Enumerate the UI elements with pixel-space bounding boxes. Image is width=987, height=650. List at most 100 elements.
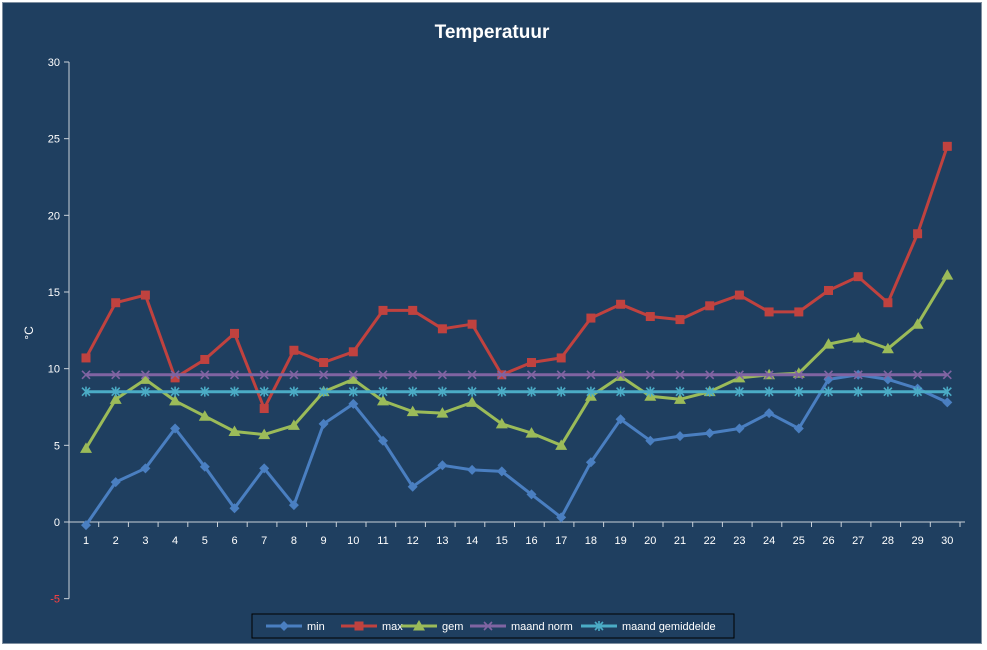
y-axis-label: °C <box>22 326 36 340</box>
data-point <box>466 396 479 407</box>
y-tick-label: 25 <box>48 134 60 146</box>
data-point <box>942 397 953 408</box>
data-point <box>230 328 239 338</box>
x-tick-label: 4 <box>172 535 178 547</box>
series-max <box>81 141 952 414</box>
data-point <box>764 307 774 317</box>
series-line <box>84 274 949 450</box>
y-tick-label: 30 <box>48 57 60 69</box>
data-point <box>111 386 121 397</box>
y-tick-label: 10 <box>48 364 60 376</box>
x-tick-label: 18 <box>585 535 597 547</box>
data-point <box>645 435 656 446</box>
data-point <box>705 386 715 397</box>
x-tick-label: 2 <box>113 535 119 547</box>
x-tick-label: 1 <box>83 535 89 547</box>
x-tick-label: 19 <box>614 535 626 547</box>
data-point <box>348 386 358 397</box>
data-point <box>319 386 329 397</box>
legend-label: min <box>307 621 325 633</box>
legend-entry: gem <box>401 620 463 633</box>
chart-title: Temperatuur <box>435 22 550 43</box>
data-point <box>705 370 715 380</box>
x-tick-label: 16 <box>525 535 537 547</box>
data-point <box>852 332 865 343</box>
data-point <box>111 298 121 308</box>
legend-entry: maand norm <box>470 621 573 633</box>
data-point <box>139 373 152 384</box>
data-point <box>556 353 566 363</box>
data-point <box>406 405 419 417</box>
data-point <box>319 358 329 368</box>
x-tick-label: 3 <box>142 535 148 547</box>
x-tick-label: 29 <box>911 535 923 547</box>
data-point <box>913 386 923 397</box>
data-point <box>586 386 596 397</box>
data-point <box>764 408 775 419</box>
x-tick-label: 23 <box>733 535 745 547</box>
data-point <box>793 423 804 434</box>
legend-label: max <box>382 621 403 633</box>
data-point <box>378 435 388 446</box>
data-point <box>675 370 685 380</box>
data-point <box>348 370 358 380</box>
series-min <box>81 369 953 531</box>
series-line <box>84 373 948 526</box>
data-point <box>823 386 834 397</box>
data-point <box>110 477 121 488</box>
data-point <box>704 428 715 439</box>
y-tick-label: 5 <box>54 440 60 452</box>
data-point <box>288 500 299 511</box>
data-point <box>408 386 418 397</box>
data-point <box>645 312 655 322</box>
y-tick-label: -5 <box>50 594 60 606</box>
data-point <box>437 460 448 471</box>
data-point <box>615 414 626 425</box>
data-point <box>853 370 863 380</box>
data-point <box>586 370 596 380</box>
data-point <box>675 386 685 397</box>
data-point <box>289 345 299 355</box>
data-point <box>764 386 774 397</box>
data-point <box>823 370 834 380</box>
data-point <box>556 386 566 397</box>
data-point <box>170 386 180 397</box>
data-point <box>437 386 447 397</box>
data-point <box>140 370 150 380</box>
x-tick-label: 14 <box>466 535 478 547</box>
data-point <box>942 386 952 397</box>
data-point <box>853 386 863 397</box>
data-point <box>556 370 566 380</box>
data-point <box>378 305 388 315</box>
data-point <box>111 370 121 380</box>
data-point <box>109 393 122 404</box>
data-point <box>437 370 447 380</box>
legend: min max gem maand norm maand gemiddelde <box>251 613 735 639</box>
legend-entry: max <box>341 621 403 633</box>
data-point <box>170 370 180 380</box>
data-point <box>526 386 537 397</box>
data-point <box>318 418 329 429</box>
y-tick-label: 20 <box>48 210 60 222</box>
data-point <box>824 285 833 295</box>
x-tick-label: 25 <box>793 535 805 547</box>
data-point <box>497 370 507 380</box>
x-tick-label: 7 <box>261 535 267 547</box>
data-point <box>228 425 241 437</box>
data-point <box>279 621 289 631</box>
x-tick-label: 15 <box>496 535 508 547</box>
data-point <box>942 370 952 380</box>
x-tick-label: 21 <box>674 535 686 547</box>
data-point <box>259 404 269 414</box>
data-point <box>200 386 210 397</box>
data-point <box>556 512 567 523</box>
data-point <box>348 347 358 357</box>
x-tick-label: 27 <box>852 535 864 547</box>
data-point <box>377 394 389 406</box>
series-layer <box>80 141 954 531</box>
data-point <box>140 290 150 300</box>
y-tick-label: 15 <box>48 287 60 299</box>
data-point <box>911 318 924 329</box>
